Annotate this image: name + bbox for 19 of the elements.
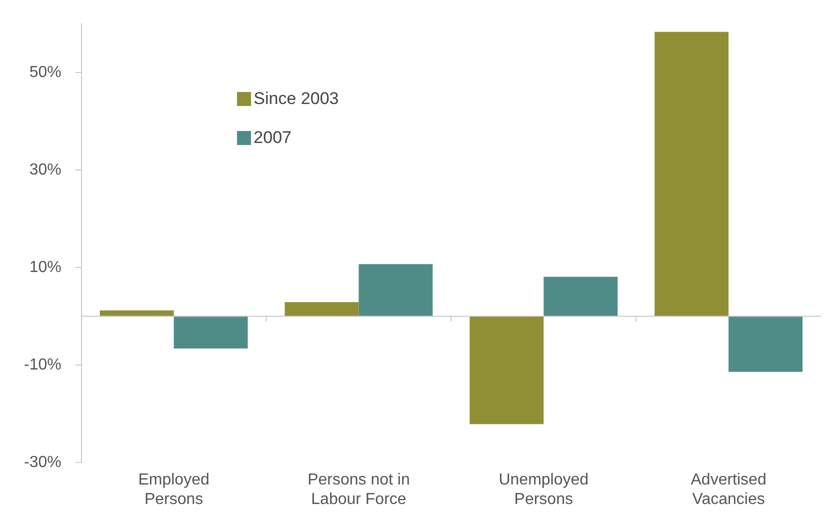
- x-tick-label: Persons not in Labour Force: [308, 472, 410, 508]
- legend-label: Since 2003: [254, 88, 339, 109]
- x-tick-label: Advertised Vacancies: [690, 472, 766, 508]
- bar: [728, 316, 803, 372]
- legend-label: 2007: [254, 128, 292, 148]
- bar: [174, 316, 248, 348]
- y-tick-label: 10%: [29, 258, 62, 276]
- x-tick-label: Unemployed Persons: [498, 472, 589, 508]
- y-tick-label: 30%: [29, 161, 62, 178]
- bar: [654, 32, 729, 316]
- bar: [100, 310, 174, 316]
- bar: [470, 316, 544, 424]
- y-tick-label: -10%: [24, 356, 62, 374]
- bar: [358, 264, 433, 316]
- y-tick-label: 50%: [29, 64, 62, 81]
- y-tick-label: -30%: [24, 454, 62, 472]
- bar: [544, 276, 618, 316]
- bar: [284, 302, 359, 316]
- x-tick-label: Employed Persons: [138, 472, 210, 508]
